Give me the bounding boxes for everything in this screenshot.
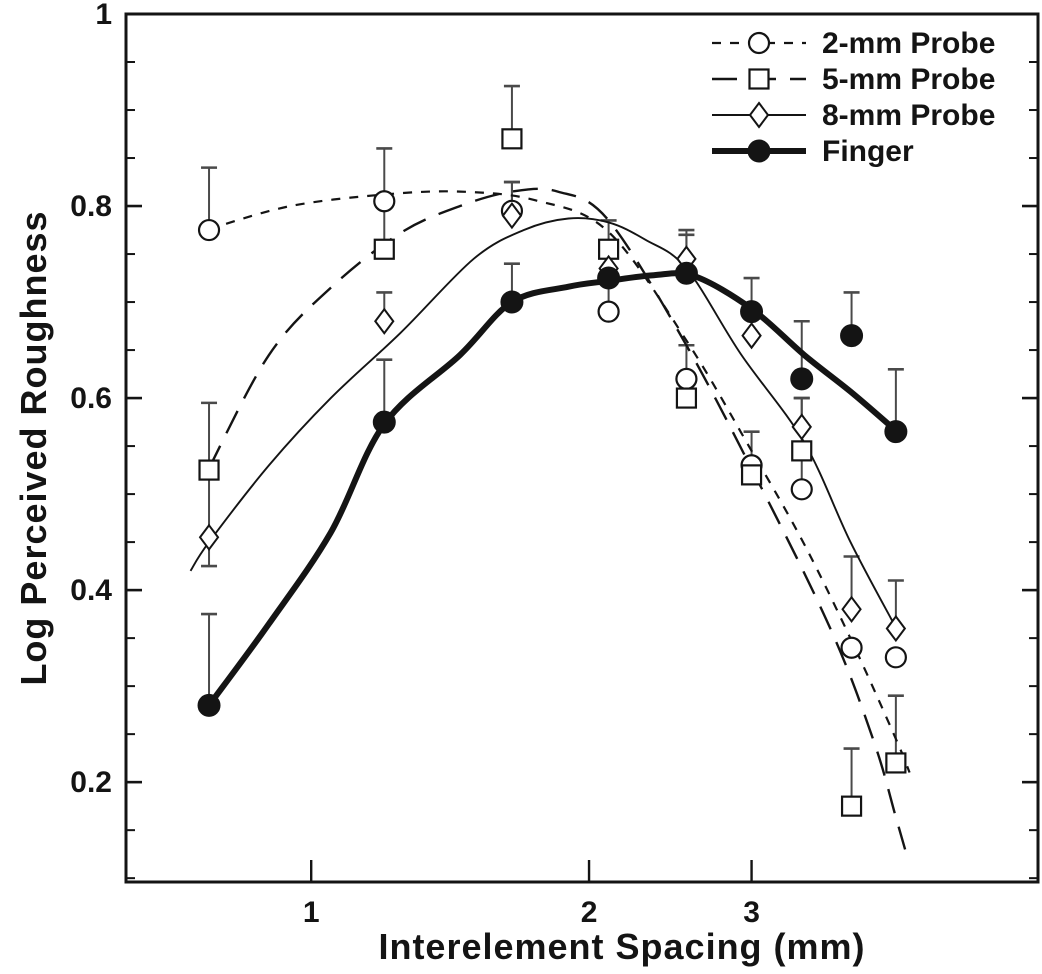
marker-filled-circle <box>500 290 524 314</box>
error-bars-8-mm-probe <box>376 180 904 629</box>
marker-filled-circle <box>597 266 621 290</box>
y-tick-label: 0.4 <box>70 574 112 607</box>
x-axis-ticks <box>310 860 753 882</box>
marker-open-circle <box>675 367 698 390</box>
series-markers-finger <box>197 261 908 717</box>
error-bars-finger <box>201 228 904 706</box>
marker-filled-circle <box>197 693 221 717</box>
marker-open-diamond <box>741 321 762 350</box>
fit-curve-5-mm-probe <box>207 187 907 850</box>
marker-open-diamond <box>501 201 523 230</box>
legend-label: 5-mm Probe <box>822 63 995 96</box>
marker-open-square <box>748 68 770 90</box>
marker-open-diamond <box>748 101 770 129</box>
y-tick-label: 0.8 <box>70 190 112 223</box>
marker-open-diamond <box>885 614 907 643</box>
marker-filled-circle <box>372 410 396 434</box>
legend-item-2-mm-probe: 2-mm Probe <box>712 27 995 60</box>
x-tick-labels: 1 2 3 <box>303 896 760 929</box>
plot-border <box>124 12 1040 884</box>
y-tick-labels: 1 0.8 0.6 0.4 0.2 <box>70 0 112 799</box>
legend-item-8-mm-probe: 8-mm Probe <box>712 99 995 132</box>
marker-open-circle <box>747 31 771 55</box>
marker-open-square <box>198 459 220 481</box>
marker-open-diamond <box>374 307 395 335</box>
marker-open-square <box>740 464 763 486</box>
marker-filled-circle <box>740 300 764 324</box>
legend-item-finger: Finger <box>712 135 914 168</box>
y-tick-label: 1 <box>95 0 112 31</box>
fit-curve-8-mm-probe <box>189 217 897 629</box>
legend-label: 2-mm Probe <box>822 27 995 60</box>
x-tick-label: 3 <box>743 896 760 929</box>
y-axis-title: Log Perceived Roughness <box>13 210 54 686</box>
x-tick-label: 2 <box>581 896 598 929</box>
marker-open-square <box>675 387 698 409</box>
legend-label: 8-mm Probe <box>822 99 995 132</box>
marker-open-square <box>373 238 395 260</box>
legend-label: Finger <box>822 135 914 168</box>
marker-open-square <box>501 128 523 150</box>
series-markers-5-mm-probe <box>198 128 907 817</box>
marker-open-circle <box>790 478 813 501</box>
marker-open-square <box>791 440 813 462</box>
marker-open-circle <box>597 300 620 323</box>
marker-open-circle <box>373 190 396 213</box>
marker-open-circle <box>840 636 863 659</box>
legend-item-5-mm-probe: 5-mm Probe <box>712 63 995 96</box>
marker-filled-circle <box>674 261 698 285</box>
y-tick-label: 0.2 <box>70 766 112 799</box>
marker-open-diamond <box>841 595 862 623</box>
y-axis-ticks <box>126 12 1038 880</box>
series-markers-2-mm-probe <box>197 190 907 669</box>
marker-filled-circle <box>747 139 771 163</box>
x-axis-title: Interelement Spacing (mm) <box>378 926 866 967</box>
marker-open-square <box>840 795 863 817</box>
marker-open-diamond <box>198 523 220 551</box>
x-tick-label: 1 <box>303 896 320 929</box>
marker-filled-circle <box>884 420 908 444</box>
marker-open-diamond <box>791 413 812 441</box>
marker-filled-circle <box>790 367 814 391</box>
marker-open-circle <box>884 646 907 669</box>
marker-filled-circle <box>840 324 864 348</box>
fit-curve-finger <box>206 270 897 708</box>
marker-open-circle <box>197 218 221 242</box>
marker-open-square <box>885 752 907 774</box>
y-tick-label: 0.6 <box>70 382 112 415</box>
